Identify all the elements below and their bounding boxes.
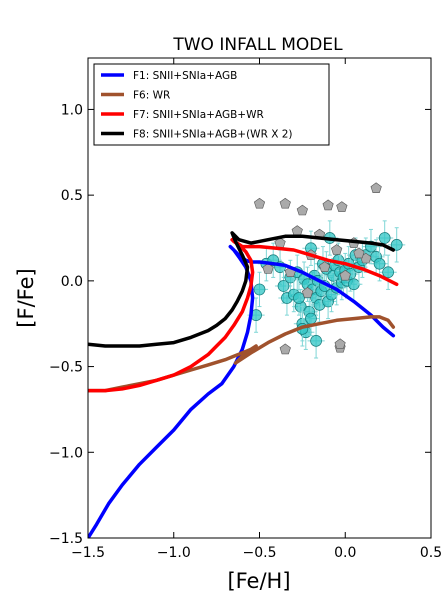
series-line-1 bbox=[88, 244, 396, 538]
series-line-4 bbox=[88, 231, 396, 348]
series-line-3 bbox=[88, 237, 399, 393]
observation-point-cyan bbox=[290, 280, 308, 316]
observation-point-grey bbox=[370, 182, 382, 193]
observation-point-grey bbox=[279, 197, 291, 209]
x-tick-label: 0.0 bbox=[334, 545, 356, 561]
observation-point-cyan bbox=[250, 271, 269, 308]
x-axis-label: [Fe/H] bbox=[227, 569, 290, 593]
y-tick-label: −0.5 bbox=[49, 360, 83, 376]
observation-point-grey bbox=[334, 338, 346, 350]
observation-point-cyan bbox=[376, 220, 394, 256]
observation-point-grey bbox=[301, 287, 314, 298]
observation-point-grey bbox=[322, 199, 334, 211]
observation-point-cyan bbox=[388, 227, 406, 263]
legend-label-2: F6: WR bbox=[133, 90, 170, 102]
observation-point-grey bbox=[253, 197, 266, 209]
x-tick-label: 0.5 bbox=[420, 545, 442, 561]
series-lines bbox=[88, 231, 399, 538]
legend: F1: SNII+SNIa+AGB F6: WR F7: SNII+SNIa+AGB… bbox=[93, 63, 330, 146]
observation-point-grey bbox=[319, 261, 331, 272]
series-line-2 bbox=[88, 315, 396, 393]
x-tick-label: −0.5 bbox=[243, 545, 277, 561]
axis-ticks: −1.5 −1.0 −0.5 0.0 0.5 −1.5 −1.0 −0.5 0.0 0.5 1.0 bbox=[49, 58, 442, 561]
observation-point-grey bbox=[296, 204, 308, 216]
observation-point-cyan bbox=[302, 300, 320, 337]
legend-label-1: F1: SNII+SNIa+AGB bbox=[133, 70, 237, 82]
observation-point-grey bbox=[291, 225, 303, 236]
x-tick-label: −1.5 bbox=[71, 545, 105, 561]
y-tick-label: 0.0 bbox=[61, 274, 83, 290]
observation-point-grey bbox=[262, 263, 274, 274]
y-tick-label: 0.5 bbox=[61, 188, 83, 204]
y-tick-label: −1.5 bbox=[49, 531, 83, 547]
y-tick-label: −1.0 bbox=[49, 445, 83, 461]
legend-label-4: F8: SNII+SNIa+AGB+(WR X 2) bbox=[133, 129, 293, 141]
x-tick-label: −1.0 bbox=[157, 545, 191, 561]
chart-title: TWO INFALL MODEL bbox=[172, 35, 343, 55]
observations bbox=[247, 182, 406, 359]
observation-point-grey bbox=[339, 269, 351, 281]
observation-point-grey bbox=[279, 343, 291, 355]
y-axis-label: [F/Fe] bbox=[14, 268, 38, 327]
observation-point-grey bbox=[331, 244, 343, 255]
y-tick-label: 1.0 bbox=[61, 102, 83, 118]
observation-point-cyan bbox=[307, 323, 325, 359]
observation-point-grey bbox=[336, 201, 348, 212]
observation-point-grey bbox=[353, 247, 365, 259]
observation-point-cyan bbox=[379, 254, 397, 290]
legend-box bbox=[93, 63, 330, 146]
legend-label-3: F7: SNII+SNIa+AGB+WR bbox=[133, 109, 264, 121]
